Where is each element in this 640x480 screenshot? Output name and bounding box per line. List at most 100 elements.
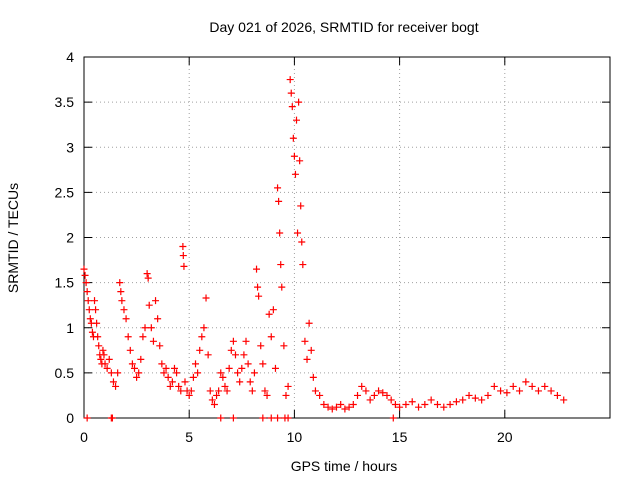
data-point <box>103 364 111 372</box>
data-point <box>194 369 202 377</box>
data-point <box>244 360 252 368</box>
data-point <box>204 351 212 359</box>
data-point <box>293 116 301 124</box>
data-point <box>213 391 221 399</box>
data-point <box>200 324 208 332</box>
y-axis-label: SRMTID / TECUs <box>5 183 21 293</box>
axes <box>83 56 611 419</box>
chart-title: Day 021 of 2026, SRMTID for receiver bog… <box>209 19 478 35</box>
data-point <box>144 274 152 282</box>
data-point <box>303 355 311 363</box>
data-point <box>263 391 271 399</box>
data-point <box>187 387 195 395</box>
data-point <box>354 391 362 399</box>
data-point <box>88 328 96 336</box>
data-point <box>248 387 256 395</box>
y-tick-label: 1 <box>66 320 74 336</box>
data-point <box>92 306 100 314</box>
data-point <box>305 319 313 327</box>
data-point <box>265 310 273 318</box>
data-point <box>299 261 307 269</box>
data-point <box>389 414 397 422</box>
grid-lines <box>84 57 610 418</box>
data-point <box>358 382 366 390</box>
data-point <box>290 152 298 160</box>
data-point <box>250 369 258 377</box>
data-point <box>541 382 549 390</box>
data-point <box>225 364 233 372</box>
y-tick-label: 4 <box>66 49 74 65</box>
data-point <box>286 76 294 84</box>
data-point <box>85 306 93 314</box>
data-point <box>276 229 284 237</box>
data-point <box>560 396 568 404</box>
data-point <box>274 184 282 192</box>
data-point <box>135 369 143 377</box>
data-point <box>297 202 305 210</box>
data-point <box>415 403 423 411</box>
data-point <box>516 387 524 395</box>
data-point <box>147 324 155 332</box>
data-point <box>192 360 200 368</box>
data-point <box>337 400 345 408</box>
data-point <box>547 387 555 395</box>
data-point <box>137 355 145 363</box>
data-point <box>124 333 132 341</box>
data-point <box>269 306 277 314</box>
data-point <box>255 292 263 300</box>
x-tick-label: 0 <box>80 429 88 445</box>
y-tick-label: 2.5 <box>55 184 75 200</box>
data-point <box>396 403 404 411</box>
data-point <box>316 391 324 399</box>
data-point <box>145 301 153 309</box>
data-point <box>465 391 473 399</box>
data-point <box>261 387 269 395</box>
data-point <box>345 403 353 411</box>
data-point <box>101 360 109 368</box>
data-point <box>122 315 130 323</box>
data-point <box>528 382 536 390</box>
data-point <box>298 238 306 246</box>
data-point <box>370 391 378 399</box>
data-point <box>117 288 125 296</box>
data-point <box>433 400 441 408</box>
data-point <box>231 351 239 359</box>
data-point <box>179 252 187 260</box>
data-point <box>196 346 204 354</box>
data-point <box>118 297 126 305</box>
data-point <box>108 414 116 422</box>
data-point <box>202 294 210 302</box>
data-point <box>139 333 147 341</box>
data-point <box>366 396 374 404</box>
data-point <box>242 337 250 345</box>
data-point <box>490 382 498 390</box>
data-point <box>311 387 319 395</box>
data-point <box>133 373 141 381</box>
data-point <box>259 414 267 422</box>
data-point <box>236 378 244 386</box>
data-point <box>282 391 290 399</box>
data-point <box>198 333 206 341</box>
data-point <box>254 283 262 291</box>
data-point <box>158 360 166 368</box>
data-points <box>80 76 568 422</box>
data-point <box>93 319 101 327</box>
data-point <box>105 355 113 363</box>
data-point <box>229 414 237 422</box>
data-point <box>173 369 181 377</box>
data-point <box>509 382 517 390</box>
data-point <box>215 387 223 395</box>
data-point <box>234 369 242 377</box>
data-point <box>408 398 416 406</box>
data-point <box>84 297 92 305</box>
y-tick-label: 2 <box>66 230 74 246</box>
data-point <box>421 400 429 408</box>
data-point <box>271 364 279 372</box>
data-point <box>170 364 178 372</box>
data-point <box>379 389 387 397</box>
data-point <box>99 346 107 354</box>
data-point <box>294 229 302 237</box>
data-point <box>83 288 91 296</box>
data-point <box>116 279 124 287</box>
x-tick-label: 5 <box>185 429 193 445</box>
